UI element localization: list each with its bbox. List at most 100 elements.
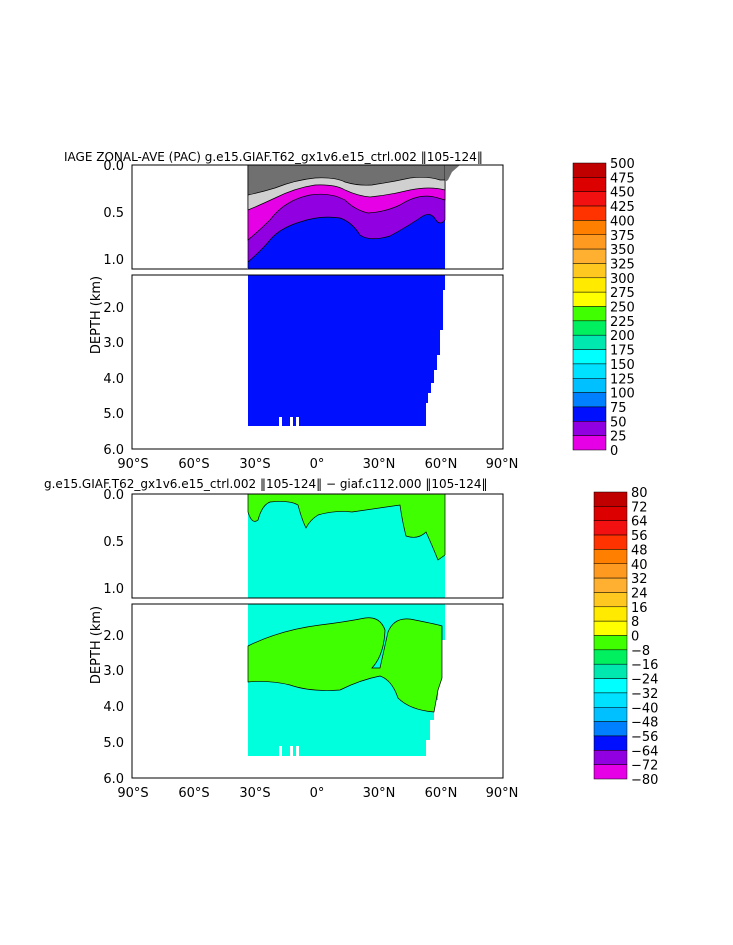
cb2-label-4: 48: [631, 543, 648, 558]
panel-1-ylabel: DEPTH (km): [89, 276, 104, 354]
p2-ytick-3: 3.0: [103, 664, 124, 679]
cb2-label-19: −72: [631, 759, 658, 774]
p2-ytick-5: 5.0: [103, 736, 124, 751]
cb2-swatch-3: [593, 534, 628, 550]
cb2-swatch-13: [593, 678, 628, 694]
cb2-label-10: 0: [631, 630, 639, 645]
panel-2-xticks: 90°S 60°S 30°S 0° 30°N 60°N 90°N: [117, 786, 518, 801]
cb2-swatch-12: [593, 663, 628, 679]
cb1-swatch-5: [572, 234, 607, 250]
cb2-label-9: 8: [631, 615, 639, 630]
p1-gap-3: [296, 417, 299, 426]
cb1-label-5: 375: [610, 229, 635, 244]
cb1-swatch-13: [572, 349, 607, 365]
cb2-label-5: 40: [631, 558, 648, 573]
p1-xtick-1: 60°S: [178, 457, 209, 472]
cb2-label-7: 24: [631, 586, 648, 601]
cb1-swatch-4: [572, 220, 607, 235]
panel-1-yticks-lower: 2.0 3.0 4.0 5.0 6.0: [103, 301, 124, 458]
cb1-swatch-6: [572, 248, 607, 264]
p1-ytick-3: 3.0: [103, 336, 124, 351]
p2-xtick-5: 60°N: [425, 786, 458, 801]
cb1-swatch-14: [572, 363, 607, 379]
cb2-label-18: −64: [631, 744, 658, 759]
cb1-swatch-2: [572, 191, 607, 207]
cb1-swatch-12: [572, 334, 607, 350]
panel-2-yticks-upper: 0.0 0.5 1.0: [103, 488, 124, 597]
cb2-swatch-19: [593, 764, 628, 780]
cb1-swatch-18: [572, 421, 607, 436]
panel-2: g.e15.GIAF.T62_gx1v6.e15_ctrl.002 ‖105-1…: [44, 477, 658, 801]
p2-xtick-0: 90°S: [117, 786, 148, 801]
p2-xtick-6: 90°N: [486, 786, 519, 801]
cb1-label-9: 275: [610, 286, 635, 301]
cb1-swatch-0: [572, 162, 607, 178]
p2-xtick-3: 0°: [310, 786, 325, 801]
cb2-swatch-9: [593, 620, 628, 636]
cb1-label-18: 50: [610, 415, 627, 430]
panel-1-colorbar: 5004754504254003753503253002752502252001…: [572, 157, 635, 459]
cb2-label-15: −40: [631, 701, 658, 716]
p1-xtick-4: 30°N: [363, 457, 396, 472]
p1-ytick-5: 5.0: [103, 407, 124, 422]
panel-1-lower-frame: [131, 274, 504, 450]
p1-xtick-3: 0°: [310, 457, 325, 472]
panel-1-upper-fills: [247, 164, 460, 269]
cb1-swatch-1: [572, 177, 607, 192]
cb2-label-8: 16: [631, 601, 648, 616]
p1-ytick-6: 6.0: [103, 443, 124, 458]
cb2-swatch-17: [593, 735, 628, 751]
p1-xtick-6: 90°N: [486, 457, 519, 472]
cb1-label-8: 300: [610, 272, 635, 287]
cb2-swatch-11: [593, 649, 628, 665]
p1-ytick-4: 4.0: [103, 372, 124, 387]
p1-ytick-2: 2.0: [103, 301, 124, 316]
panel-1-upper-frame: [131, 164, 504, 270]
cb1-label-17: 75: [610, 401, 627, 416]
p1-fill-darkgray: [247, 164, 446, 196]
panel-1-title: IAGE ZONAL-AVE (PAC) g.e15.GIAF.T62_gx1v…: [64, 150, 483, 164]
cb1-label-1: 475: [610, 171, 635, 186]
cb1-swatch-3: [572, 205, 607, 221]
cb2-swatch-8: [593, 606, 628, 622]
cb2-label-13: −24: [631, 673, 658, 688]
cb2-label-20: −80: [631, 773, 658, 788]
panel-2-lower-fills: [247, 604, 445, 756]
cb1-label-6: 350: [610, 243, 635, 258]
cb2-label-11: −8: [631, 644, 650, 659]
p1-fill-darkgray-edge: [445, 165, 460, 182]
panel-2-title: g.e15.GIAF.T62_gx1v6.e15_ctrl.002 ‖105-1…: [44, 477, 487, 491]
cb2-swatch-15: [593, 707, 628, 722]
p1-ytick-05: 0.5: [103, 206, 124, 221]
cb2-swatch-0: [593, 491, 628, 507]
cb2-swatch-14: [593, 692, 628, 708]
cb1-swatch-17: [572, 406, 607, 422]
p1-ytick-0: 0.0: [103, 159, 124, 174]
cb1-label-14: 150: [610, 358, 635, 373]
cb1-label-11: 225: [610, 315, 635, 330]
panel-2-yticks-lower: 2.0 3.0 4.0 5.0 6.0: [103, 629, 124, 787]
cb2-label-12: −16: [631, 658, 658, 673]
panel-1-lower-fills: [248, 275, 445, 426]
p2-fill-green-upper: [247, 493, 446, 561]
panel-1: IAGE ZONAL-AVE (PAC) g.e15.GIAF.T62_gx1v…: [64, 150, 635, 472]
cb1-swatch-8: [572, 277, 607, 293]
p1-gap-2: [290, 417, 293, 426]
cb2-swatch-4: [593, 549, 628, 565]
p2-ytick-2: 2.0: [103, 629, 124, 644]
cb1-label-2: 450: [610, 186, 635, 201]
cb2-swatch-16: [593, 721, 628, 737]
cb2-swatch-6: [593, 577, 628, 593]
p2-xtick-4: 30°N: [363, 786, 396, 801]
p2-xtick-1: 60°S: [178, 786, 209, 801]
cb2-swatch-5: [593, 563, 628, 579]
p2-ytick-1: 1.0: [103, 582, 124, 597]
p2-ytick-0: 0.0: [103, 488, 124, 503]
cb1-label-0: 500: [610, 157, 635, 172]
p2-gap-2: [290, 746, 293, 756]
cb1-label-15: 125: [610, 372, 635, 387]
cb1-swatch-7: [572, 263, 607, 279]
panel-1-xticks: 90°S 60°S 30°S 0° 30°N 60°N 90°N: [117, 457, 518, 472]
p2-ytick-6: 6.0: [103, 772, 124, 787]
